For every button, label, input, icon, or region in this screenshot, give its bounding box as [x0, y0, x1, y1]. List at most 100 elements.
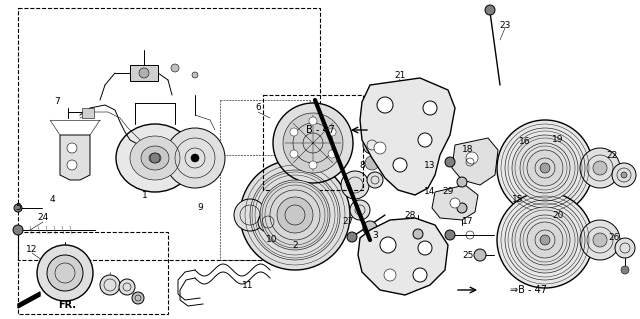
Circle shape: [132, 292, 144, 304]
Text: 29: 29: [442, 188, 454, 197]
Ellipse shape: [149, 153, 161, 163]
Circle shape: [67, 143, 77, 153]
Circle shape: [309, 161, 317, 169]
Circle shape: [67, 160, 77, 170]
Text: FR.: FR.: [58, 300, 76, 310]
Text: 25: 25: [462, 250, 474, 259]
Circle shape: [13, 225, 23, 235]
Circle shape: [240, 160, 350, 270]
Circle shape: [497, 192, 593, 288]
Circle shape: [445, 230, 455, 240]
Text: 15: 15: [512, 196, 524, 204]
Circle shape: [328, 128, 336, 136]
Text: 10: 10: [266, 235, 278, 244]
Text: 21: 21: [394, 70, 406, 79]
Circle shape: [360, 250, 370, 260]
Circle shape: [527, 222, 563, 258]
Bar: [263, 95, 363, 190]
Circle shape: [363, 136, 381, 154]
Text: 12: 12: [26, 246, 38, 255]
Circle shape: [290, 150, 298, 158]
Circle shape: [418, 133, 432, 147]
Circle shape: [14, 204, 22, 212]
Text: 5: 5: [15, 203, 21, 211]
Text: 1: 1: [142, 190, 148, 199]
Text: 20: 20: [552, 211, 564, 219]
Circle shape: [277, 197, 313, 233]
Circle shape: [377, 97, 393, 113]
Polygon shape: [452, 138, 498, 185]
Circle shape: [485, 5, 495, 15]
Circle shape: [171, 64, 179, 72]
Circle shape: [367, 172, 383, 188]
Circle shape: [165, 128, 225, 188]
Circle shape: [350, 200, 370, 220]
Text: 14: 14: [424, 188, 436, 197]
Bar: [18, 232, 168, 314]
Circle shape: [258, 212, 278, 232]
Circle shape: [380, 237, 396, 253]
Text: B - 47: B - 47: [306, 125, 335, 135]
Circle shape: [273, 103, 353, 183]
Polygon shape: [360, 78, 455, 195]
Text: 11: 11: [243, 280, 253, 290]
Ellipse shape: [141, 146, 169, 170]
Circle shape: [309, 117, 317, 125]
Circle shape: [497, 120, 593, 216]
Text: 8: 8: [359, 160, 365, 169]
Circle shape: [384, 269, 396, 281]
Text: 13: 13: [424, 160, 436, 169]
Text: 17: 17: [462, 218, 474, 226]
Text: 9: 9: [197, 203, 203, 211]
Circle shape: [450, 198, 460, 208]
Bar: [18, 8, 320, 260]
Circle shape: [512, 207, 578, 273]
Circle shape: [527, 150, 563, 186]
Circle shape: [192, 72, 198, 78]
Circle shape: [328, 150, 336, 158]
Circle shape: [540, 235, 550, 245]
Ellipse shape: [130, 136, 180, 180]
Circle shape: [580, 220, 620, 260]
Polygon shape: [18, 292, 40, 308]
Text: 22: 22: [606, 151, 618, 160]
Circle shape: [363, 221, 377, 235]
Circle shape: [423, 101, 437, 115]
Circle shape: [119, 279, 135, 295]
Circle shape: [445, 157, 455, 167]
Circle shape: [365, 156, 379, 170]
Circle shape: [341, 171, 369, 199]
Circle shape: [290, 128, 298, 136]
Text: 28: 28: [404, 211, 416, 219]
Circle shape: [37, 245, 93, 301]
Circle shape: [413, 268, 427, 282]
Circle shape: [418, 241, 432, 255]
Circle shape: [139, 68, 149, 78]
Circle shape: [413, 229, 423, 239]
Text: 16: 16: [519, 137, 531, 146]
Text: 24: 24: [37, 213, 49, 222]
Circle shape: [466, 152, 478, 164]
Text: 6: 6: [255, 103, 261, 113]
Circle shape: [612, 163, 636, 187]
Polygon shape: [432, 185, 478, 220]
Circle shape: [347, 232, 357, 242]
Circle shape: [393, 158, 407, 172]
Text: 19: 19: [552, 136, 564, 145]
Circle shape: [457, 177, 467, 187]
Text: ⇒B - 47: ⇒B - 47: [510, 285, 547, 295]
Circle shape: [512, 135, 578, 201]
Text: 3: 3: [372, 231, 378, 240]
Polygon shape: [358, 218, 448, 295]
Circle shape: [374, 142, 386, 154]
Circle shape: [47, 255, 83, 291]
Circle shape: [593, 233, 607, 247]
Ellipse shape: [116, 124, 194, 192]
Circle shape: [621, 172, 627, 178]
Text: 18: 18: [462, 145, 474, 154]
Circle shape: [283, 113, 343, 173]
Bar: [82, 108, 94, 118]
Circle shape: [457, 203, 467, 213]
Circle shape: [234, 199, 266, 231]
Text: 7: 7: [54, 98, 60, 107]
